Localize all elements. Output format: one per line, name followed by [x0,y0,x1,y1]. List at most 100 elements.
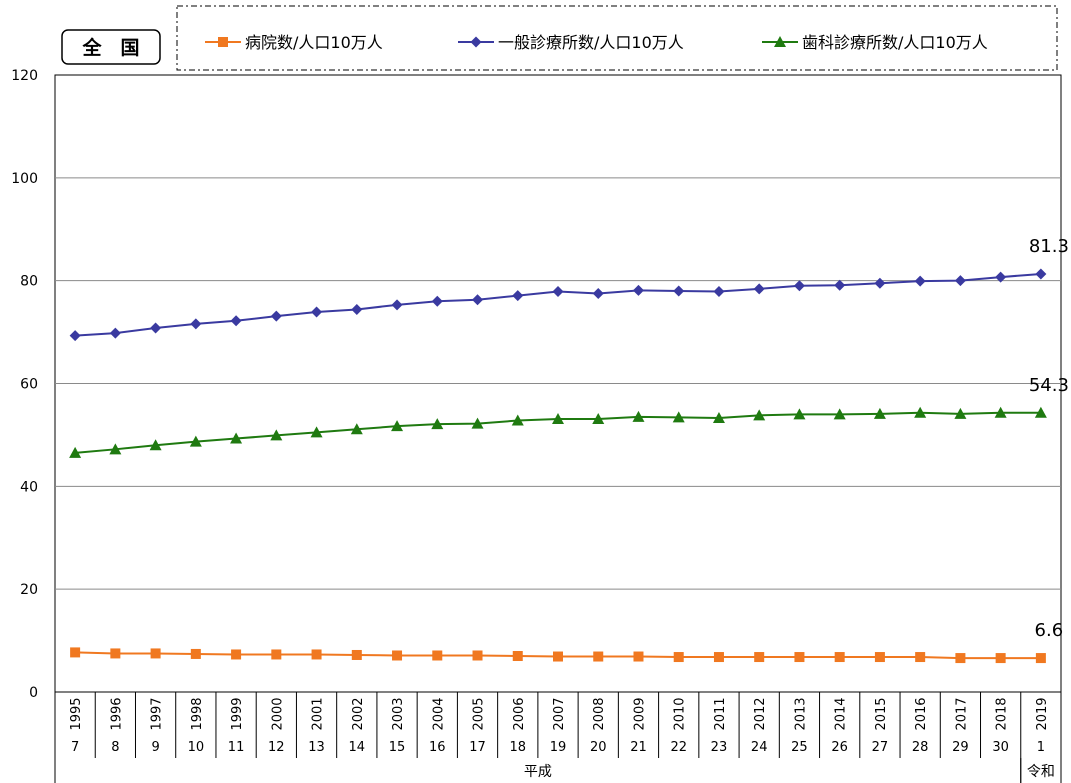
data-point [512,651,523,662]
legend-label: 歯科診療所数/人口10万人 [802,33,988,52]
y-tick-label: 60 [20,377,38,393]
data-point [995,271,1007,283]
x-tick-label-year: 1996 [109,697,124,730]
data-point [391,420,404,432]
x-tick-label-era-year: 23 [711,740,728,755]
legend-item: 病院数/人口10万人 [205,33,383,52]
x-axis-era-label: 令和 [1027,764,1055,780]
data-point [793,408,806,420]
data-point [432,650,443,661]
data-point [1035,268,1047,280]
data-point [70,647,81,658]
x-tick-label-year: 2005 [472,697,487,730]
x-tick-label-year: 2000 [270,697,285,730]
x-tick-label-era-year: 24 [751,740,768,755]
x-tick-label-era-year: 30 [992,740,1009,755]
data-point [109,443,122,455]
x-tick-label-year: 2018 [995,697,1010,730]
data-point [794,652,805,663]
x-tick-label-era-year: 18 [509,740,526,755]
data-point [230,432,243,444]
legend-items: 病院数/人口10万人 一般診療所数/人口10万人 歯科診療所数/人口10万人 [205,33,988,52]
x-tick-label-era-year: 11 [228,740,245,755]
x-tick-label-year: 2011 [713,697,728,730]
y-tick-label: 120 [11,68,38,84]
data-point [472,294,484,306]
x-tick-label-year: 2010 [673,697,688,730]
x-tick-label-year: 2003 [391,697,406,730]
x-tick-label-era-year: 22 [670,740,687,755]
legend-item: 一般診療所数/人口10万人 [458,33,684,52]
data-point [391,299,403,311]
data-point [593,651,604,662]
x-tick-label-year: 2016 [914,697,929,730]
data-point [673,285,685,297]
data-point [914,406,927,418]
x-tick-label-year: 2013 [793,697,808,730]
data-point [713,652,724,663]
legend: 病院数/人口10万人 一般診療所数/人口10万人 歯科診療所数/人口10万人 [176,5,1058,71]
end-value-label: 54.3 [1029,375,1069,396]
series-1 [70,647,1046,664]
x-tick-label-era-year: 14 [349,740,366,755]
legend-item: 歯科診療所数/人口10万人 [762,33,988,52]
y-tick-label: 20 [20,582,38,598]
data-point [633,651,644,662]
legend-box [176,5,1058,71]
data-point [472,650,483,661]
x-tick-label-year: 1998 [190,697,205,730]
data-point [392,650,403,661]
x-tick-label-year: 2002 [351,697,366,730]
x-tick-label-year: 2007 [552,697,567,730]
legend-label: 一般診療所数/人口10万人 [498,33,684,52]
data-point [270,310,282,322]
data-point [471,417,484,429]
data-point [672,411,685,423]
series-2 [69,268,1047,342]
data-point [350,423,363,435]
gridlines [55,177,1061,590]
y-tick-label: 0 [29,685,38,701]
x-tick-label-year: 1995 [69,697,84,730]
data-point [230,315,242,327]
y-tick-label: 100 [11,171,38,187]
region-label-box [61,29,161,65]
data-point [553,651,563,662]
x-tick-label-year: 2017 [954,697,969,730]
data-point [793,280,805,292]
data-point [712,411,725,423]
x-tick-label-year: 2008 [592,697,607,730]
data-point [270,429,283,441]
x-tick-label-era-year: 1 [1037,740,1045,755]
data-point [954,275,966,287]
y-tick-label: 80 [20,274,38,290]
series-3 [69,406,1047,458]
data-point [1034,406,1047,418]
x-tick-label-year: 2014 [834,697,849,730]
x-tick-label-year: 2004 [431,697,446,730]
data-point [874,652,885,663]
x-tick-label-era-year: 20 [590,740,607,755]
end-labels: 6.6 81.3 54.3 [1029,236,1069,641]
data-point [150,322,162,334]
plot-area: 0 20 40 60 80 100 120 6.6 81.3 54.3 [11,68,1069,701]
data-point [231,649,242,660]
x-tick-label-year: 2009 [632,697,647,730]
data-point [431,418,444,430]
region-label: 全 国 [61,29,161,65]
end-value-label: 81.3 [1029,236,1069,257]
data-point [511,414,524,426]
data-point [552,412,564,424]
x-tick-label-era-year: 26 [831,740,848,755]
x-tick-label-era-year: 19 [550,740,567,755]
x-tick-label-era-year: 16 [429,740,446,755]
x-axis: 1995 7 1996 8 1997 9 1998 10 1999 11 2000 12 2001 13 2… [54,692,1062,783]
data-point [955,653,966,664]
data-point [311,649,322,660]
data-point [833,408,846,420]
y-axis-tick-labels: 0 20 40 60 80 100 120 [11,68,38,701]
y-tick-label: 40 [20,479,38,495]
data-point [914,275,926,287]
x-tick-label-year: 2015 [874,697,889,730]
